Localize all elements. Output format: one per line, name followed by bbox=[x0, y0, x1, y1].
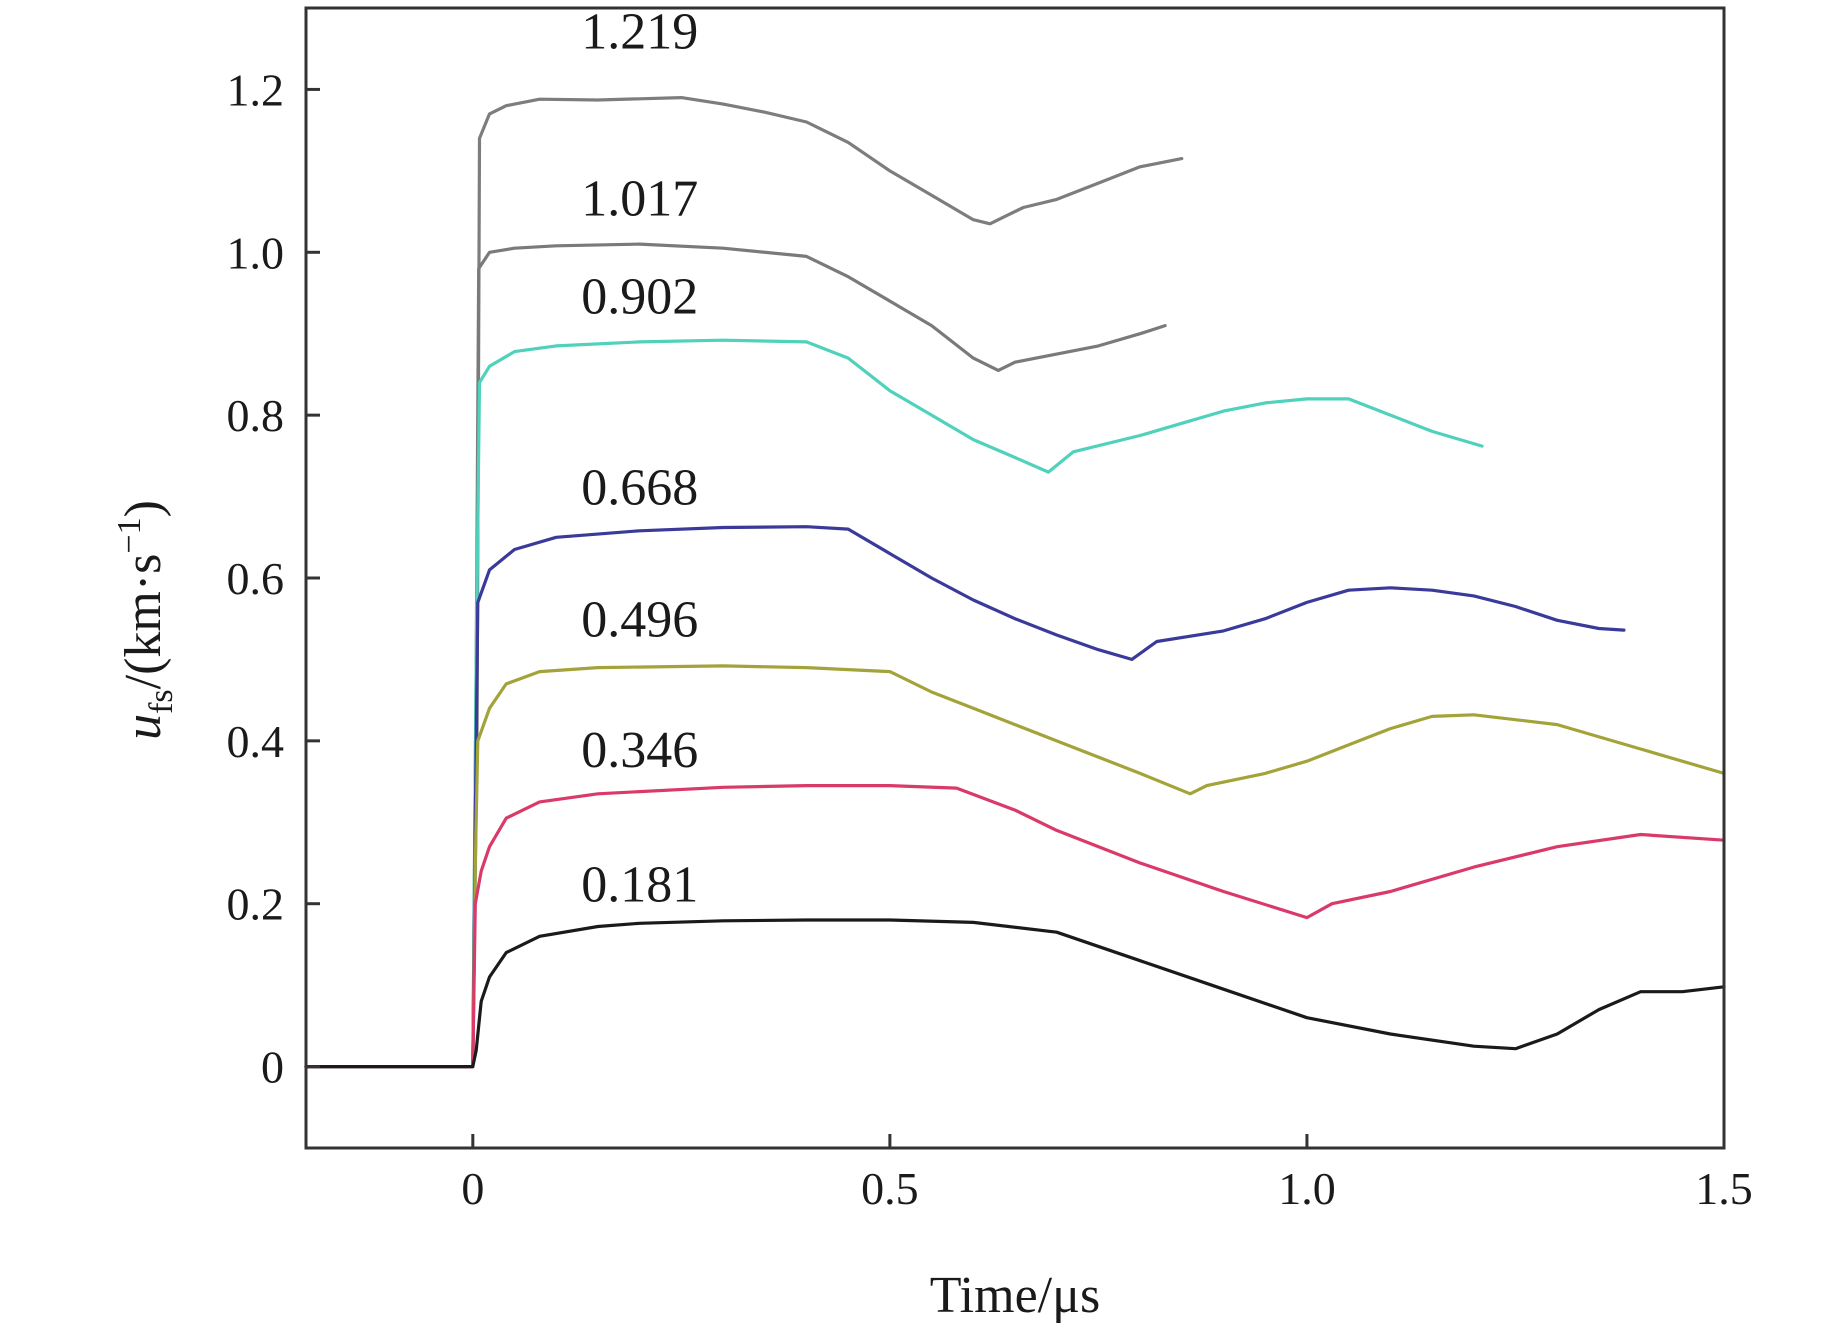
series-line-0.668 bbox=[304, 525, 1626, 1069]
y-tick-label: 0.8 bbox=[227, 390, 285, 441]
y-tick-label: 1.2 bbox=[227, 64, 285, 115]
series-layer bbox=[304, 96, 1726, 1069]
series-label-0.346: 0.346 bbox=[581, 722, 698, 779]
ticks-layer bbox=[306, 87, 1726, 1148]
plot-frame bbox=[304, 6, 1726, 1150]
series-line-0.346 bbox=[304, 784, 1726, 1069]
y-tick-label: 0 bbox=[261, 1042, 284, 1093]
series-line-0.496 bbox=[304, 664, 1726, 1069]
series-line-0.181 bbox=[304, 918, 1726, 1069]
y-axis-title-sub: fs bbox=[143, 689, 180, 714]
series-label-1.017: 1.017 bbox=[581, 171, 698, 228]
y-axis-title-sup: −1 bbox=[111, 517, 148, 553]
series-label-0.902: 0.902 bbox=[581, 268, 698, 325]
series-line-0.902 bbox=[304, 338, 1484, 1069]
series-labels-layer: 1.219 1.017 0.902 0.668 0.496 0.346 0.181 bbox=[581, 4, 698, 914]
x-tick-label: 1.5 bbox=[1695, 1163, 1753, 1214]
x-tick-label: 0 bbox=[461, 1163, 484, 1214]
y-tick-label: 0.4 bbox=[227, 716, 285, 767]
series-line-1.017 bbox=[304, 242, 1167, 1069]
y-tick-label: 0.2 bbox=[227, 879, 285, 930]
y-axis-title-unit: /(km·s bbox=[115, 554, 172, 690]
series-line-1.219 bbox=[304, 96, 1184, 1069]
y-axis-title-close: ) bbox=[115, 500, 172, 517]
x-axis-title: Time/μs bbox=[930, 1267, 1100, 1324]
series-label-0.496: 0.496 bbox=[581, 592, 698, 649]
series-label-0.668: 0.668 bbox=[581, 460, 698, 517]
x-tick-label: 0.5 bbox=[861, 1163, 919, 1214]
y-tick-label: 0.6 bbox=[227, 553, 285, 604]
series-label-1.219: 1.219 bbox=[581, 4, 698, 61]
y-axis-title: ufs/(km·s−1) bbox=[111, 500, 180, 740]
y-axis-title-var: u bbox=[115, 714, 172, 740]
tick-labels-layer: 0 0.5 1.0 1.5 0 0.2 0.4 0.6 0.8 1.0 1.2 bbox=[227, 64, 1753, 1214]
x-tick-label: 1.0 bbox=[1278, 1163, 1336, 1214]
series-label-0.181: 0.181 bbox=[581, 856, 698, 913]
y-tick-label: 1.0 bbox=[227, 227, 285, 278]
